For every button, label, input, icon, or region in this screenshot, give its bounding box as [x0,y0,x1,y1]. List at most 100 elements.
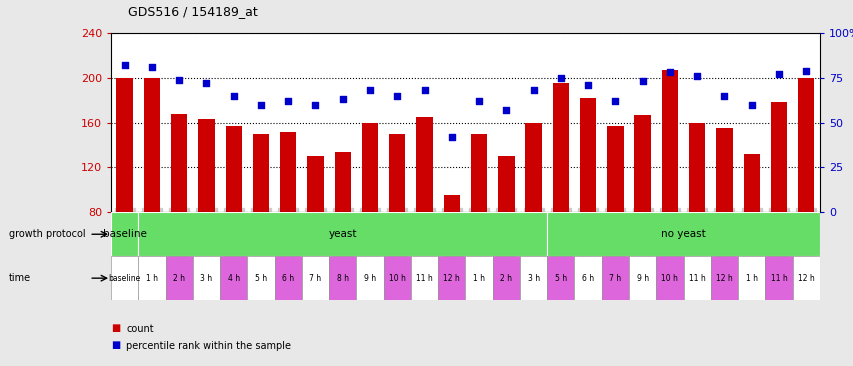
Bar [661,70,677,212]
Text: 12 h: 12 h [443,274,460,283]
Point [798,68,812,74]
Point [145,64,159,70]
Bar [362,123,378,212]
Point [717,93,730,99]
Text: 2 h: 2 h [500,274,512,283]
Text: growth protocol: growth protocol [9,229,85,239]
Bar [470,134,487,212]
Point [363,87,376,93]
Point [172,76,186,82]
Bar [465,256,492,300]
Text: 7 h: 7 h [309,274,322,283]
Point [335,96,349,102]
Bar [579,98,595,212]
Bar [138,256,165,300]
Bar [247,256,275,300]
Bar [220,256,247,300]
Bar [111,212,138,256]
Bar [165,256,193,300]
Bar [328,256,356,300]
Bar [682,256,710,300]
Text: 11 h: 11 h [769,274,786,283]
Point [689,73,703,79]
Text: percentile rank within the sample: percentile rank within the sample [126,341,291,351]
Point [417,87,431,93]
Bar [792,256,819,300]
Text: 12 h: 12 h [715,274,732,283]
Bar [334,152,351,212]
Text: 10 h: 10 h [388,274,405,283]
Bar [116,78,133,212]
Text: count: count [126,324,154,334]
Text: 11 h: 11 h [688,274,705,283]
Bar [547,256,574,300]
Point [472,98,485,104]
Point [771,71,785,77]
Text: 8 h: 8 h [336,274,348,283]
Bar [770,102,786,212]
Text: 6 h: 6 h [582,274,594,283]
Text: GDS516 / 154189_at: GDS516 / 154189_at [128,5,258,18]
Bar [171,114,187,212]
Point [254,102,268,108]
Text: 11 h: 11 h [415,274,432,283]
Text: ■: ■ [111,323,120,333]
Text: 1 h: 1 h [146,274,158,283]
Text: 3 h: 3 h [527,274,539,283]
Bar [356,256,383,300]
Bar [410,256,438,300]
Point [499,107,513,113]
Bar [525,123,541,212]
Point [200,80,213,86]
Text: baseline: baseline [102,229,147,239]
Point [608,98,622,104]
Point [227,93,241,99]
Bar [519,256,547,300]
Text: 5 h: 5 h [554,274,566,283]
Bar [629,256,655,300]
Bar [111,256,138,300]
Point [581,82,595,88]
Text: 1 h: 1 h [745,274,757,283]
Bar [497,156,514,212]
Bar [634,115,650,212]
Bar [198,119,214,212]
Text: 9 h: 9 h [635,274,648,283]
Bar [389,134,405,212]
Bar [547,212,819,256]
Bar [193,256,220,300]
Bar [737,256,764,300]
Text: 12 h: 12 h [797,274,814,283]
Bar [655,256,682,300]
Bar [143,78,160,212]
Bar [743,154,759,212]
Text: ■: ■ [111,340,120,350]
Text: 2 h: 2 h [173,274,185,283]
Bar [574,256,601,300]
Bar [443,195,460,212]
Point [662,70,676,75]
Text: 1 h: 1 h [473,274,485,283]
Bar [225,126,241,212]
Text: yeast: yeast [328,229,357,239]
Point [526,87,540,93]
Bar [601,256,629,300]
Bar [606,126,623,212]
Bar [438,256,465,300]
Point [444,134,458,140]
Bar [307,156,323,212]
Bar [301,256,328,300]
Bar [275,256,301,300]
Text: 3 h: 3 h [200,274,212,283]
Bar [138,212,547,256]
Point [281,98,295,104]
Point [744,102,757,108]
Point [635,78,648,84]
Bar [710,256,737,300]
Bar [797,78,814,212]
Bar [383,256,410,300]
Point [390,93,403,99]
Bar [552,83,568,212]
Text: 10 h: 10 h [661,274,677,283]
Text: 6 h: 6 h [281,274,294,283]
